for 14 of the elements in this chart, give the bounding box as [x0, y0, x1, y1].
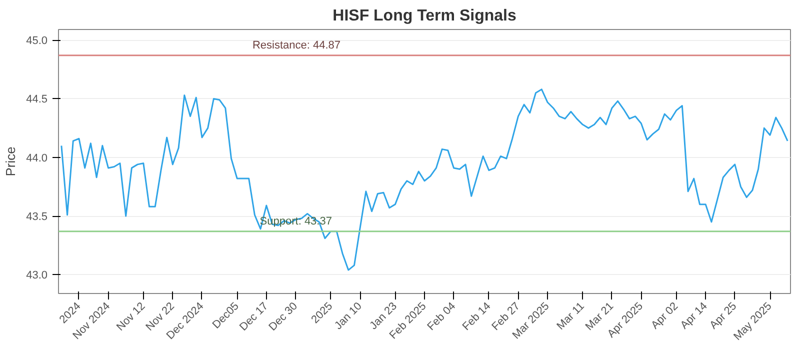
y-tick-label: 44.5	[26, 94, 48, 106]
y-tick-label: 43.0	[26, 270, 48, 282]
line-series	[60, 88, 788, 271]
y-tick-label: 45.0	[26, 35, 48, 48]
x-tick-label: Dec 30	[266, 300, 300, 334]
y-tick-label: 43.5	[26, 211, 48, 224]
x-tick-label: Jan 10	[332, 300, 364, 332]
y-axis-title: Price	[3, 146, 18, 176]
chart-title: HISF Long Term Signals	[332, 8, 516, 24]
x-tick-label: Apr 02	[649, 300, 681, 332]
ref-line-label: Resistance: 44.87	[252, 39, 341, 52]
x-tick-label: Feb 04	[425, 300, 458, 333]
x-tick-label: Apr 14	[678, 300, 710, 332]
y-tick-label: 44.0	[26, 152, 48, 164]
